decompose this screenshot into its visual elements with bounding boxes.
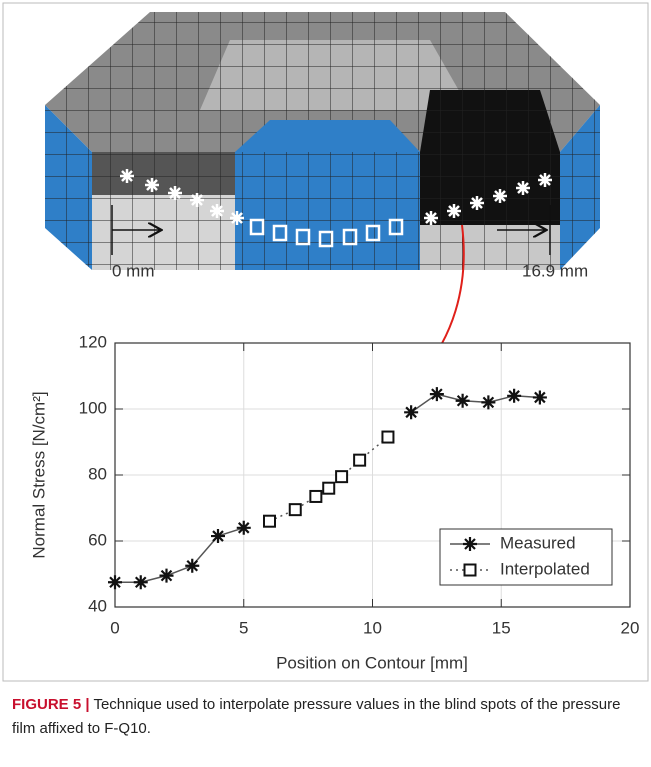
- position-label: 16.9 mm: [522, 261, 588, 280]
- marker-star: [430, 387, 444, 401]
- caption-label: FIGURE 5 |: [12, 696, 90, 713]
- marker-square: [264, 516, 275, 527]
- marker-square: [323, 483, 334, 494]
- marker-star: [533, 390, 547, 404]
- x-axis-label: Position on Contour [mm]: [276, 653, 468, 672]
- marker-star: [108, 575, 122, 589]
- figure-graphic: 0 mm 16.9 mm Position on Contour [mm] No…: [0, 0, 651, 685]
- caption-text: Technique used to interpolate pressure v…: [12, 696, 620, 737]
- x-tick-label: 0: [110, 618, 119, 637]
- x-tick-label: 10: [363, 618, 382, 637]
- legend-marker: [465, 565, 476, 576]
- marker-star: [507, 389, 521, 403]
- figure: 0 mm 16.9 mm Position on Contour [mm] No…: [0, 0, 651, 767]
- marker-star: [404, 405, 418, 419]
- marker-square: [354, 455, 365, 466]
- marker-square: [382, 432, 393, 443]
- marker-square: [336, 471, 347, 482]
- marker-star: [237, 521, 251, 535]
- marker-star: [185, 559, 199, 573]
- legend-marker: [463, 537, 477, 551]
- x-tick-label: 20: [621, 618, 640, 637]
- y-tick-label: 100: [79, 398, 107, 417]
- y-tick-label: 80: [88, 464, 107, 483]
- marker-star: [134, 575, 148, 589]
- y-axis-label: Normal Stress [N/cm²]: [29, 391, 48, 558]
- marker-star: [160, 569, 174, 583]
- y-tick-label: 60: [88, 530, 107, 549]
- marker-square: [310, 491, 321, 502]
- legend-label: Measured: [500, 533, 576, 552]
- marker-star: [456, 394, 470, 408]
- legend: Measured Interpolated: [440, 529, 612, 585]
- y-tick-label: 40: [88, 596, 107, 615]
- position-label: 0 mm: [112, 261, 155, 280]
- marker-star: [211, 529, 225, 543]
- x-tick-label: 5: [239, 618, 248, 637]
- marker-star: [481, 395, 495, 409]
- caption: FIGURE 5 | Technique used to interpolate…: [12, 693, 632, 741]
- mesh-illustration: [45, 12, 600, 372]
- marker-square: [290, 504, 301, 515]
- legend-label: Interpolated: [500, 559, 590, 578]
- x-tick-label: 15: [492, 618, 511, 637]
- y-tick-label: 120: [79, 332, 107, 351]
